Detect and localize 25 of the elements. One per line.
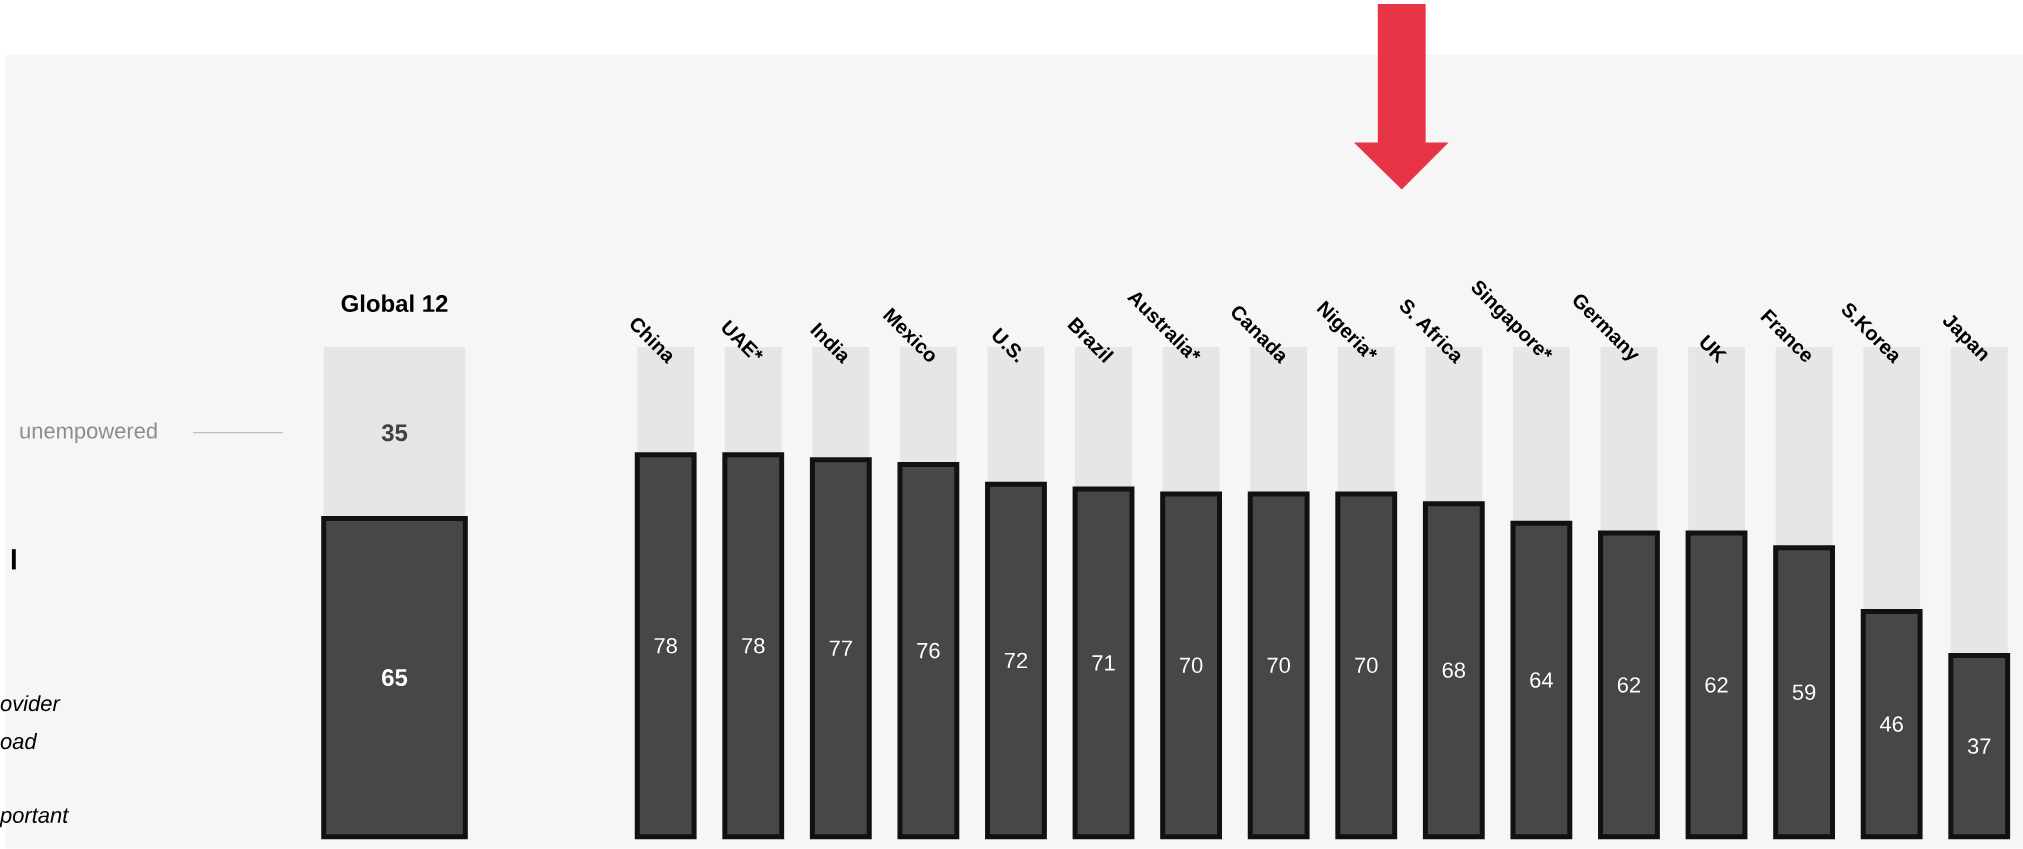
data-label: 78 [654, 638, 677, 654]
data-label: 70 [1267, 657, 1290, 674]
data-label: 68 [1442, 662, 1466, 679]
text: unempowered [20, 422, 157, 444]
data-label: 62 [1705, 677, 1728, 693]
x-tick-label: Global 12 [341, 294, 448, 313]
text: l [11, 549, 16, 570]
data-label: 46 [1879, 716, 1903, 732]
x-tick-label: UK [1700, 334, 1728, 364]
data-label: 64 [1530, 672, 1553, 688]
data-label: 71 [1092, 655, 1115, 671]
data-label: 78 [742, 638, 765, 654]
data-label: 76 [917, 643, 940, 659]
data-label: 65 [382, 669, 408, 687]
data-label: 70 [1180, 657, 1203, 674]
data-label: 59 [1792, 684, 1816, 701]
data-label: 62 [1617, 677, 1641, 693]
text: portant [0, 808, 70, 828]
data-label: 37 [1967, 738, 1991, 755]
data-label: 77 [829, 640, 852, 656]
text: oad [0, 733, 38, 750]
data-label: 70 [1355, 657, 1378, 674]
data-label: 72 [1004, 652, 1028, 669]
text: ovider [0, 695, 61, 712]
data-label: 35 [381, 424, 408, 442]
